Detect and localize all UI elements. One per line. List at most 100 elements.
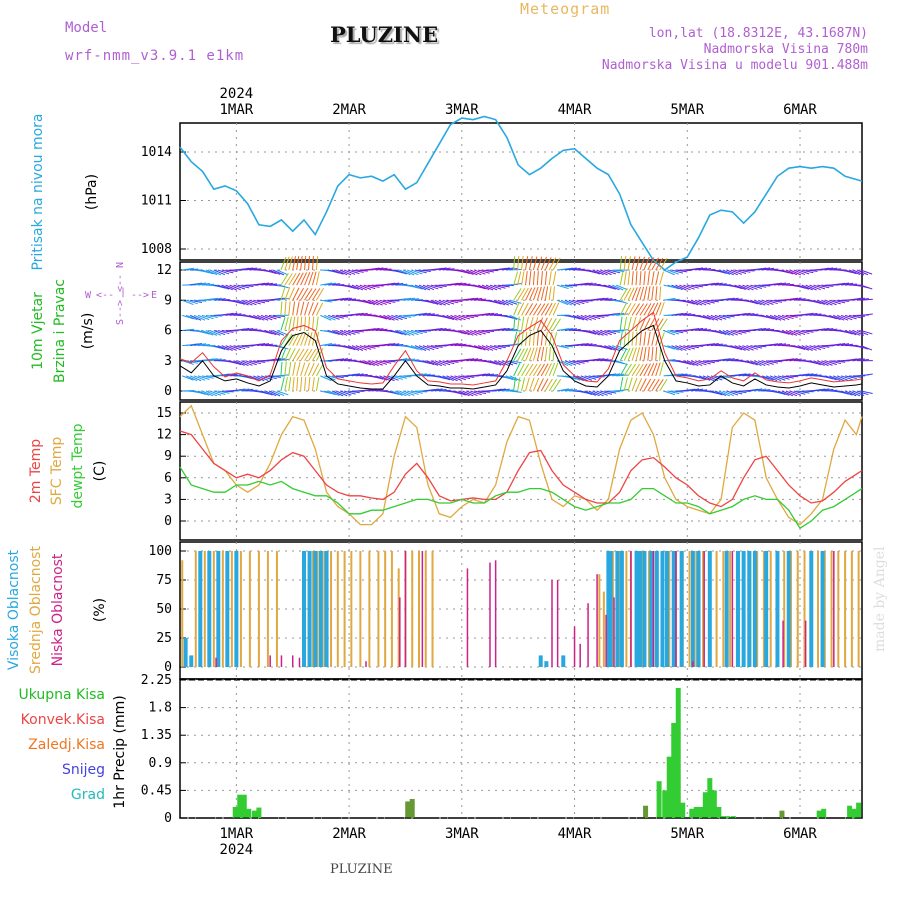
wind-arrow: [454, 390, 466, 396]
wind-arrow: [355, 312, 368, 316]
wind-arrow: [458, 283, 471, 286]
wind-arrow: [568, 299, 581, 306]
ylabel-wind: (m/s): [80, 313, 96, 350]
wind-arrow: [592, 358, 605, 362]
wind-arrow: [450, 282, 463, 286]
cloud-bar-1: [715, 551, 718, 667]
wind-arrow: [726, 390, 739, 396]
wind-arrow: [308, 348, 317, 362]
wind-arrow: [379, 375, 391, 382]
wind-arrow: [521, 256, 524, 271]
wind-arrow: [336, 297, 349, 301]
wind-arrow: [651, 378, 660, 392]
cloud-bar-0: [225, 551, 230, 667]
dewpt-line: [179, 466, 863, 530]
wind-arrow: [415, 390, 428, 393]
wind-arrow: [280, 286, 286, 301]
wind-arrow: [466, 390, 478, 397]
wind-arrow: [532, 303, 542, 316]
wind-arrow: [300, 301, 305, 316]
wind-arrow: [833, 282, 846, 286]
wind-arrow: [383, 375, 395, 382]
wind-arrow: [481, 284, 494, 291]
wind-arrow: [276, 390, 289, 396]
wind-arrow: [300, 256, 303, 271]
cloud-bar-1: [688, 551, 691, 667]
wind-arrow: [655, 271, 660, 286]
wind-arrow: [355, 360, 368, 365]
wind-arrow: [458, 390, 470, 397]
wind-arrow: [687, 388, 700, 392]
wind-arrow: [371, 389, 384, 392]
wind-arrow: [332, 375, 345, 379]
side-label-low-cloud: Niska Oblacnost: [50, 553, 66, 666]
wind-arrow: [730, 269, 743, 275]
wind-arrow: [367, 267, 380, 271]
cloud-bar-1: [411, 551, 414, 667]
wind-arrow: [434, 360, 447, 366]
wind-arrow: [852, 269, 865, 276]
wind-arrow: [194, 343, 207, 347]
wind-arrow: [635, 378, 643, 392]
ytick-label-temperature: 15: [156, 406, 172, 421]
wind-arrow: [584, 282, 597, 286]
wind-arrow: [493, 284, 506, 289]
wind-arrow: [371, 284, 384, 287]
wind-arrow: [698, 360, 711, 365]
wind-arrow: [560, 327, 573, 331]
wind-arrow: [454, 330, 467, 335]
wind-arrow: [513, 302, 520, 316]
wind-arrow: [572, 314, 585, 321]
side-label-dewpt: dewpt Temp: [70, 423, 86, 508]
wind-arrow: [746, 313, 759, 316]
wind-arrow: [647, 318, 656, 331]
wind-arrow: [608, 312, 621, 316]
wind-arrow: [718, 358, 731, 362]
compass-arrow-right: -->: [131, 290, 149, 301]
wind-arrow: [371, 375, 384, 380]
wind-arrow: [785, 297, 798, 301]
wind-arrow: [367, 345, 380, 348]
wind-arrow: [801, 312, 814, 316]
wind-arrow: [182, 267, 195, 271]
wind-arrow: [845, 283, 858, 286]
wind-arrow: [734, 345, 746, 351]
cloud-bar-0: [637, 551, 642, 667]
wind-arrow: [631, 271, 634, 286]
wind-arrow: [403, 330, 415, 336]
wind-arrow: [576, 342, 589, 347]
wind-arrow: [833, 375, 845, 382]
wind-arrow: [572, 299, 585, 305]
wind-arrow: [276, 269, 289, 276]
wind-arrow: [391, 390, 403, 396]
wind-arrow: [635, 286, 641, 301]
wind-arrow: [474, 345, 486, 351]
wind-arrow: [422, 360, 435, 366]
wind-arrow: [616, 345, 628, 351]
wind-arrow: [564, 328, 577, 331]
wind-arrow: [667, 269, 679, 275]
wind-arrow: [584, 314, 597, 321]
wind-arrow: [809, 313, 822, 316]
wind-arrow: [257, 299, 270, 303]
wind-arrow: [683, 360, 695, 366]
wind-arrow: [241, 284, 254, 288]
wind-arrow: [532, 256, 538, 271]
cloud-bar-0: [606, 551, 611, 667]
wind-arrow: [734, 330, 747, 334]
wind-arrow: [848, 390, 861, 397]
wind-arrow: [426, 284, 439, 290]
wind-arrow: [777, 375, 790, 380]
wind-arrow: [379, 360, 392, 364]
wind-arrow: [485, 345, 498, 351]
wind-arrow: [284, 333, 293, 346]
wind-arrow: [182, 375, 194, 381]
wind-arrow: [600, 345, 612, 350]
wind-arrow: [237, 360, 249, 367]
cloud-bar-0: [764, 551, 769, 667]
wind-arrow: [695, 375, 707, 381]
bottom-day-label: 1MAR: [220, 826, 254, 842]
wind-arrow: [848, 330, 861, 336]
wind-arrow: [209, 330, 222, 336]
wind-arrow: [639, 286, 645, 301]
